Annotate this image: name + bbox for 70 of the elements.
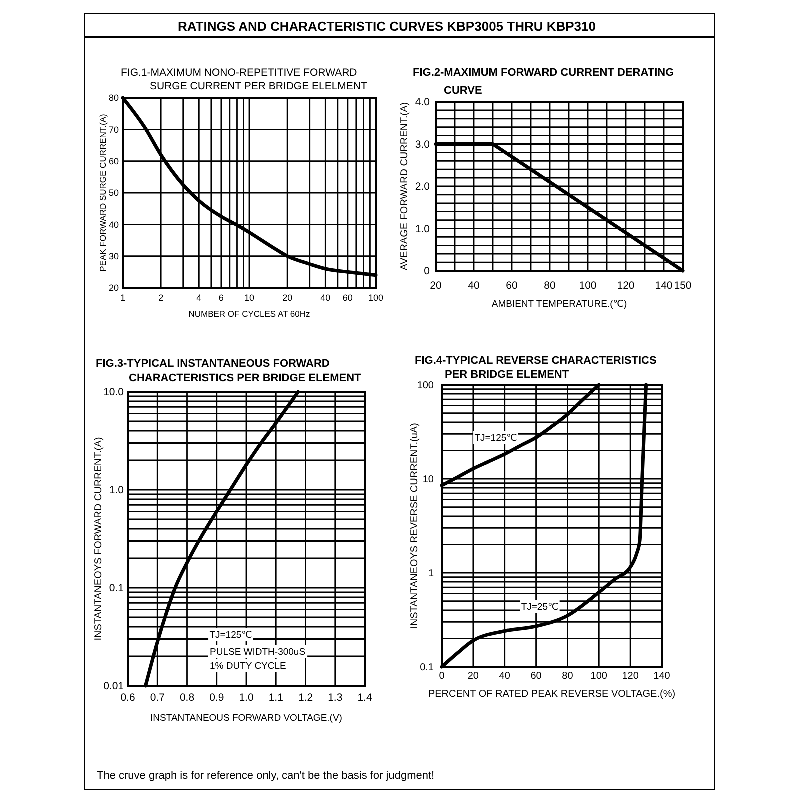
series-label: TJ=25℃ <box>521 602 559 613</box>
y-axis-title: PEAK FORWARD SURGE CURRENT.(A) <box>98 114 108 272</box>
text: The cruve graph is for reference only, can't be the basis for judgment! <box>97 770 435 782</box>
series-label: TJ=125℃ <box>474 433 518 444</box>
x-tick-label: 4 <box>196 293 202 303</box>
x-tick-label: 140 <box>654 671 671 682</box>
x-tick-label: 80 <box>562 671 574 682</box>
y-tick-label: 60 <box>108 156 119 166</box>
y-tick-label: 0.1 <box>420 662 434 674</box>
x-tick-label: 60 <box>342 293 353 303</box>
x-tick-label: 100 <box>368 293 384 303</box>
annotation: 1% DUTY CYCLE <box>210 661 286 672</box>
x-tick-label: 0.8 <box>180 692 195 704</box>
y-tick-label: 1.0 <box>109 484 124 497</box>
y-tick-label: 0.1 <box>109 582 124 595</box>
y-tick-label: 1 <box>428 568 434 580</box>
y-tick-label: 0 <box>424 266 430 278</box>
x-tick-label: 0.9 <box>210 692 224 704</box>
annotation: PULSE WIDTH-300uS <box>210 647 306 658</box>
x-tick-label: 120 <box>617 280 635 292</box>
x-tick-label: 0.7 <box>150 692 166 704</box>
annotation: TJ=125℃ <box>210 630 253 641</box>
x-tick-label: 0.6 <box>120 692 136 704</box>
y-axis-title: INSTANTANEOYS FORWARD CURRENT.(A) <box>94 437 104 641</box>
x-tick-label: 120 <box>622 671 640 682</box>
x-tick-label: 40 <box>468 280 480 292</box>
y-axis-title: INSTANTANEOYS REVERSE CURRENT.(uA) <box>410 423 420 629</box>
x-tick-label: 1.2 <box>298 692 314 704</box>
x-axis-title: NUMBER OF CYCLES AT 60Hz <box>188 309 310 319</box>
x-tick-label: 1.1 <box>268 692 284 704</box>
x-tick-label: 2 <box>158 293 164 303</box>
y-tick-label: 0.01 <box>104 680 124 693</box>
x-tick-label: 80 <box>544 280 556 292</box>
x-tick-label: 1.0 <box>239 692 254 704</box>
chart-title: FIG.1-MAXIMUM NONO-REPETITIVE FORWARD SURGE CURRENT PER BRIDGE ELELMENT <box>121 67 368 92</box>
x-axis-title: INSTANTANEOUS FORWARD VOLTAGE.(V) <box>150 713 342 724</box>
y-tick-label: 70 <box>108 124 119 135</box>
y-tick-label: 4.0 <box>415 96 430 109</box>
y-tick-label: 80 <box>108 93 119 104</box>
y-tick-label: 30 <box>108 251 119 262</box>
y-tick-label: 3.0 <box>415 138 430 151</box>
x-tick-label: 20 <box>468 671 480 682</box>
x-tick-label: 100 <box>590 671 608 682</box>
x-tick-label: 1.3 <box>328 692 343 704</box>
x-tick-label: 1.4 <box>358 692 372 704</box>
x-tick-label: 6 <box>218 293 224 303</box>
x-tick-label: 40 <box>499 671 511 682</box>
text: RATINGS AND CHARACTERISTIC CURVES KBP3005 THRU KBP310 <box>178 19 596 34</box>
chart-title: FIG.3-TYPICAL INSTANTANEOUS FORWARD CHARACTERISTICS PER BRIDGE ELEMENT <box>96 358 362 384</box>
y-tick-label: 2.0 <box>415 181 430 194</box>
y-tick-label: 10.0 <box>104 386 124 399</box>
x-tick-label: 150 <box>674 280 692 292</box>
x-tick-label: 140 <box>655 280 673 292</box>
y-tick-label: 1.0 <box>415 223 430 236</box>
x-tick-label: 0 <box>439 671 446 682</box>
y-tick-label: 40 <box>108 220 119 230</box>
x-tick-label: 20 <box>282 293 293 303</box>
x-tick-label: 60 <box>530 671 542 682</box>
chart-title: FIG.4-TYPICAL REVERSE CHARACTERISTICS PER BRIDGE ELEMENT <box>415 355 657 381</box>
x-tick-label: 100 <box>579 280 597 292</box>
y-axis-title: AVERAGE FORWARD CURRENT.(A) <box>400 102 410 271</box>
y-tick-label: 10 <box>422 474 434 486</box>
x-tick-label: 40 <box>320 293 331 303</box>
y-tick-label: 50 <box>108 188 119 198</box>
chart-title: FIG.2-MAXIMUM FORWARD CURRENT DERATING CURVE <box>413 67 674 97</box>
x-axis-title: PERCENT OF RATED PEAK REVERSE VOLTAGE.(%) <box>428 689 676 700</box>
x-axis-title: AMBIENT TEMPERATURE.(℃) <box>492 299 628 310</box>
x-tick-label: 10 <box>244 293 255 303</box>
y-tick-label: 100 <box>417 380 434 392</box>
x-tick-label: 60 <box>506 280 518 292</box>
